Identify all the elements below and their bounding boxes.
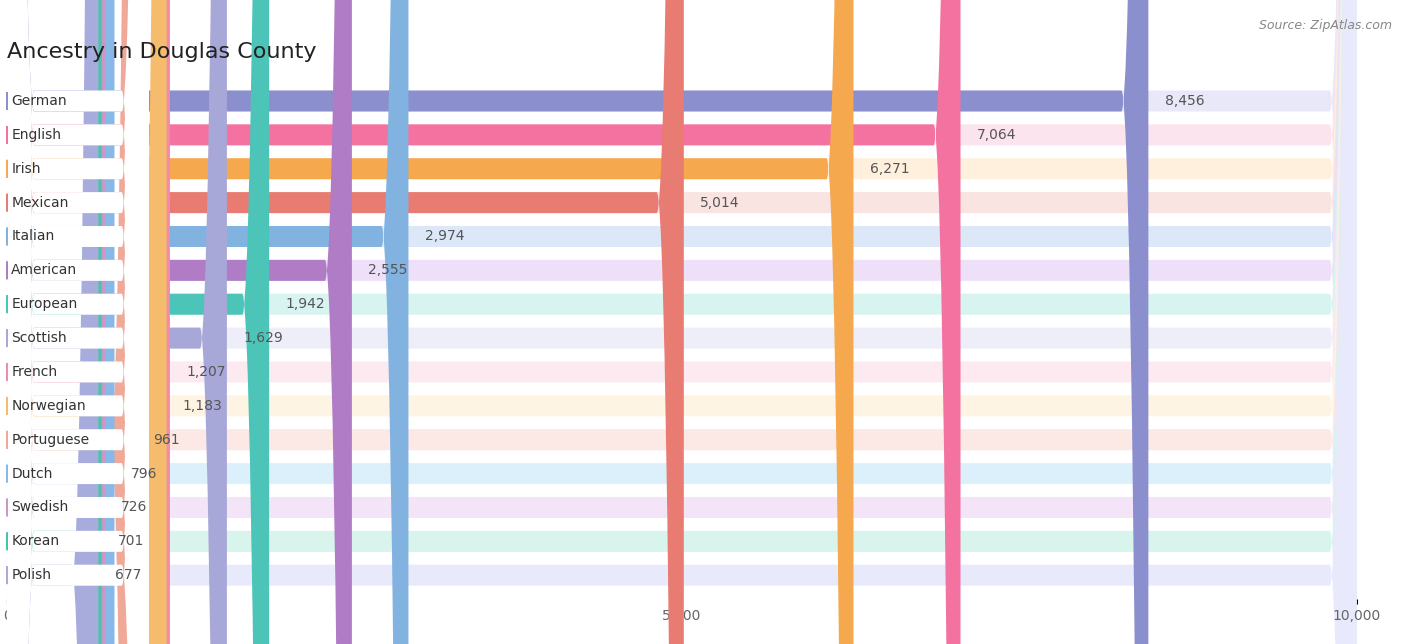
Text: 1,629: 1,629 bbox=[243, 331, 283, 345]
FancyBboxPatch shape bbox=[7, 0, 1357, 644]
FancyBboxPatch shape bbox=[7, 0, 149, 644]
FancyBboxPatch shape bbox=[7, 0, 98, 644]
Text: German: German bbox=[11, 94, 66, 108]
FancyBboxPatch shape bbox=[7, 0, 149, 644]
FancyBboxPatch shape bbox=[7, 0, 149, 644]
FancyBboxPatch shape bbox=[7, 0, 1357, 644]
Text: 2,974: 2,974 bbox=[425, 229, 464, 243]
FancyBboxPatch shape bbox=[7, 0, 960, 644]
FancyBboxPatch shape bbox=[7, 0, 105, 644]
FancyBboxPatch shape bbox=[7, 0, 1357, 644]
FancyBboxPatch shape bbox=[7, 0, 1149, 644]
FancyBboxPatch shape bbox=[7, 0, 149, 644]
Text: European: European bbox=[11, 298, 77, 311]
FancyBboxPatch shape bbox=[7, 0, 149, 644]
FancyBboxPatch shape bbox=[7, 0, 149, 644]
Text: 8,456: 8,456 bbox=[1164, 94, 1204, 108]
Text: 2,555: 2,555 bbox=[368, 263, 408, 278]
Text: 796: 796 bbox=[131, 467, 157, 480]
FancyBboxPatch shape bbox=[7, 0, 1357, 644]
Text: 677: 677 bbox=[115, 568, 141, 582]
FancyBboxPatch shape bbox=[7, 0, 1357, 644]
Text: 961: 961 bbox=[153, 433, 180, 447]
Text: Swedish: Swedish bbox=[11, 500, 69, 515]
Text: Polish: Polish bbox=[11, 568, 51, 582]
Text: Italian: Italian bbox=[11, 229, 55, 243]
FancyBboxPatch shape bbox=[7, 0, 1357, 644]
Text: 6,271: 6,271 bbox=[870, 162, 910, 176]
FancyBboxPatch shape bbox=[7, 0, 149, 644]
FancyBboxPatch shape bbox=[7, 0, 409, 644]
Text: Scottish: Scottish bbox=[11, 331, 66, 345]
Text: 726: 726 bbox=[121, 500, 148, 515]
FancyBboxPatch shape bbox=[7, 0, 149, 644]
FancyBboxPatch shape bbox=[7, 0, 136, 644]
FancyBboxPatch shape bbox=[7, 0, 149, 644]
Text: Dutch: Dutch bbox=[11, 467, 52, 480]
FancyBboxPatch shape bbox=[7, 0, 149, 644]
Text: 701: 701 bbox=[118, 535, 145, 548]
Text: English: English bbox=[11, 128, 60, 142]
FancyBboxPatch shape bbox=[7, 0, 269, 644]
Text: 1,942: 1,942 bbox=[285, 298, 325, 311]
FancyBboxPatch shape bbox=[7, 0, 167, 644]
FancyBboxPatch shape bbox=[7, 0, 683, 644]
FancyBboxPatch shape bbox=[7, 0, 1357, 644]
Text: 1,183: 1,183 bbox=[183, 399, 222, 413]
FancyBboxPatch shape bbox=[7, 0, 1357, 644]
FancyBboxPatch shape bbox=[7, 0, 149, 644]
FancyBboxPatch shape bbox=[7, 0, 351, 644]
FancyBboxPatch shape bbox=[7, 0, 1357, 644]
FancyBboxPatch shape bbox=[7, 0, 170, 644]
Text: Korean: Korean bbox=[11, 535, 59, 548]
Text: Mexican: Mexican bbox=[11, 196, 69, 209]
Text: 5,014: 5,014 bbox=[700, 196, 740, 209]
FancyBboxPatch shape bbox=[7, 0, 1357, 644]
FancyBboxPatch shape bbox=[7, 0, 149, 644]
Text: French: French bbox=[11, 365, 58, 379]
FancyBboxPatch shape bbox=[7, 0, 1357, 644]
Text: Source: ZipAtlas.com: Source: ZipAtlas.com bbox=[1258, 19, 1392, 32]
FancyBboxPatch shape bbox=[7, 0, 114, 644]
Text: American: American bbox=[11, 263, 77, 278]
Text: 7,064: 7,064 bbox=[977, 128, 1017, 142]
FancyBboxPatch shape bbox=[7, 0, 853, 644]
FancyBboxPatch shape bbox=[7, 0, 149, 644]
Text: Norwegian: Norwegian bbox=[11, 399, 86, 413]
FancyBboxPatch shape bbox=[7, 0, 1357, 644]
FancyBboxPatch shape bbox=[7, 0, 1357, 644]
FancyBboxPatch shape bbox=[7, 0, 1357, 644]
FancyBboxPatch shape bbox=[7, 0, 149, 644]
FancyBboxPatch shape bbox=[7, 0, 226, 644]
FancyBboxPatch shape bbox=[7, 0, 101, 644]
FancyBboxPatch shape bbox=[7, 0, 1357, 644]
Text: 1,207: 1,207 bbox=[186, 365, 225, 379]
FancyBboxPatch shape bbox=[7, 0, 149, 644]
Text: Portuguese: Portuguese bbox=[11, 433, 89, 447]
Text: Irish: Irish bbox=[11, 162, 41, 176]
Text: Ancestry in Douglas County: Ancestry in Douglas County bbox=[7, 42, 316, 62]
